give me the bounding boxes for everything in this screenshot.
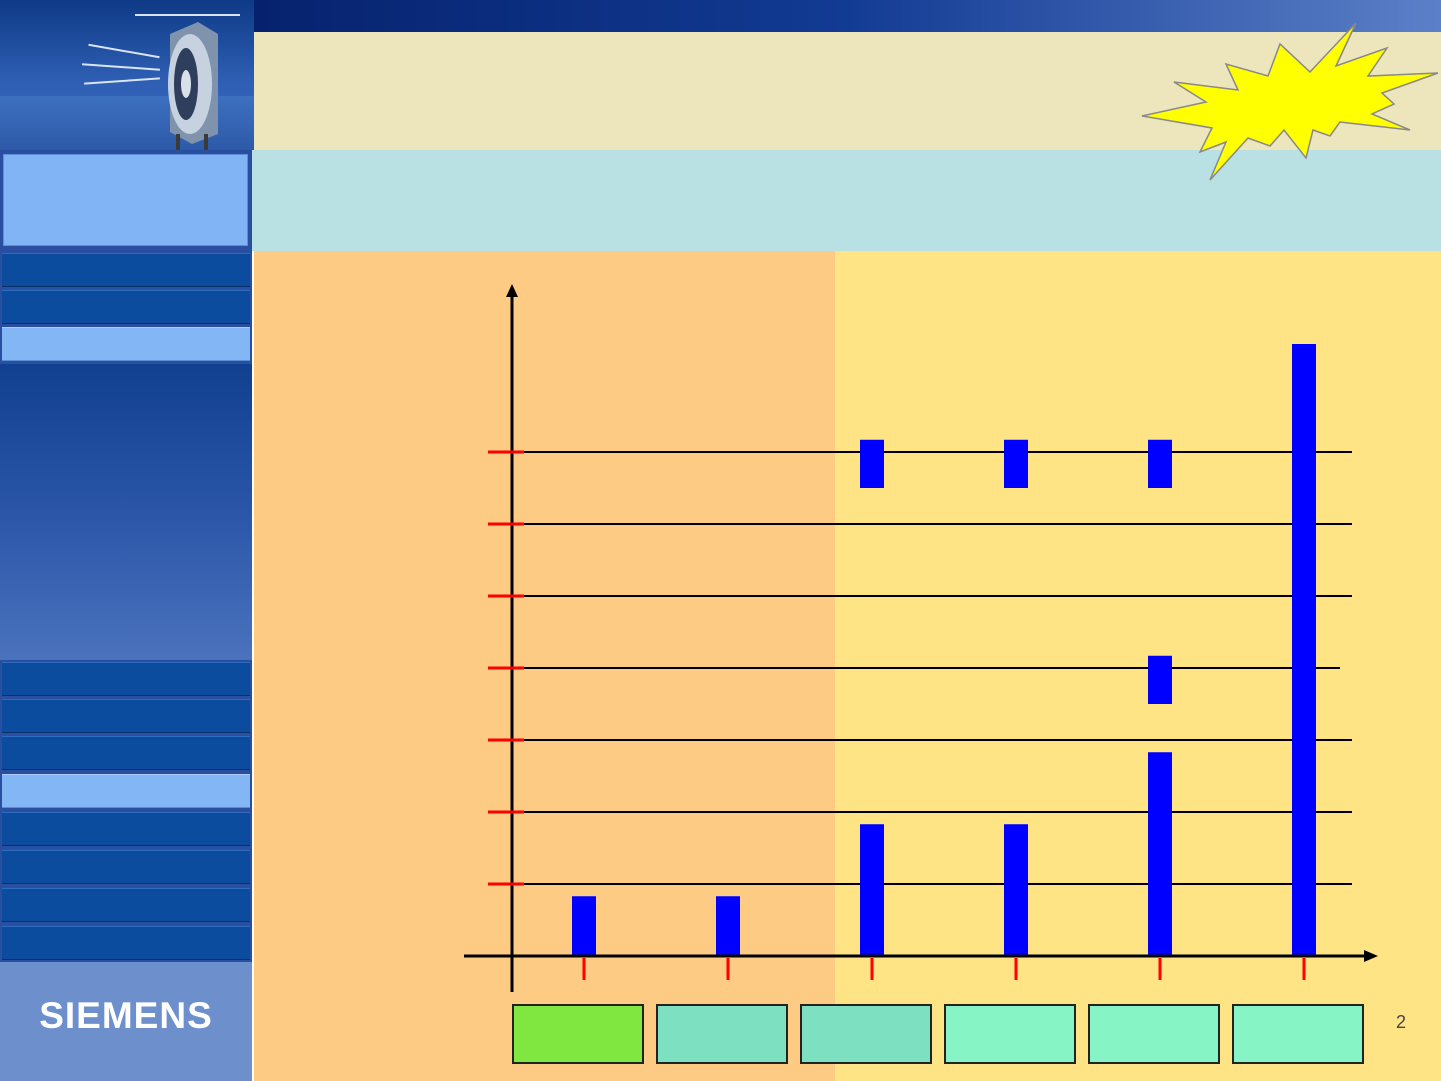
target-icon [168,22,218,150]
sidebar-nav-item[interactable] [2,888,250,922]
y-axis-arrowhead [506,284,518,297]
sidebar-nav-item[interactable] [2,736,250,770]
sidebar-footer [0,962,252,1081]
page-number: 2 [1396,1012,1407,1032]
header-image [0,0,254,150]
category-box [800,1004,932,1064]
category-box [1232,1004,1364,1064]
bar-segment [1148,752,1172,956]
bar-segment [1004,824,1028,956]
starburst-callout [1141,22,1439,181]
arrow-shape [135,14,240,16]
sidebar-header-box [3,154,248,246]
top-stripe [254,0,1441,32]
sidebar-nav-item[interactable] [2,926,250,960]
category-box [1088,1004,1220,1064]
sidebar-nav-item[interactable] [2,774,250,808]
bar-segment [716,896,740,956]
category-box [656,1004,788,1064]
sidebar-gradient-panel [0,364,252,660]
sidebar-nav-item[interactable] [2,327,250,361]
sidebar-nav-item[interactable] [2,850,250,884]
starburst-shape [1141,22,1439,181]
sidebar-nav-item[interactable] [2,662,250,696]
bar-segment [572,896,596,956]
category-box [512,1004,644,1064]
siemens-logo: SIEMENS [39,995,213,1036]
content-zone-right [835,251,1441,1081]
bar-segment [1004,439,1028,488]
subtitle-band [252,150,1441,251]
bar-segment [860,439,884,488]
bar-segment [1292,344,1316,956]
bar-segment [860,824,884,956]
sidebar-nav-item[interactable] [2,290,250,324]
x-axis-arrowhead [1364,950,1378,962]
category-box [944,1004,1076,1064]
sidebar-nav-item[interactable] [2,253,250,287]
sidebar-nav-item[interactable] [2,812,250,846]
sidebar-nav-item[interactable] [2,699,250,733]
bar-segment [1148,655,1172,704]
bar-segment [1148,439,1172,488]
